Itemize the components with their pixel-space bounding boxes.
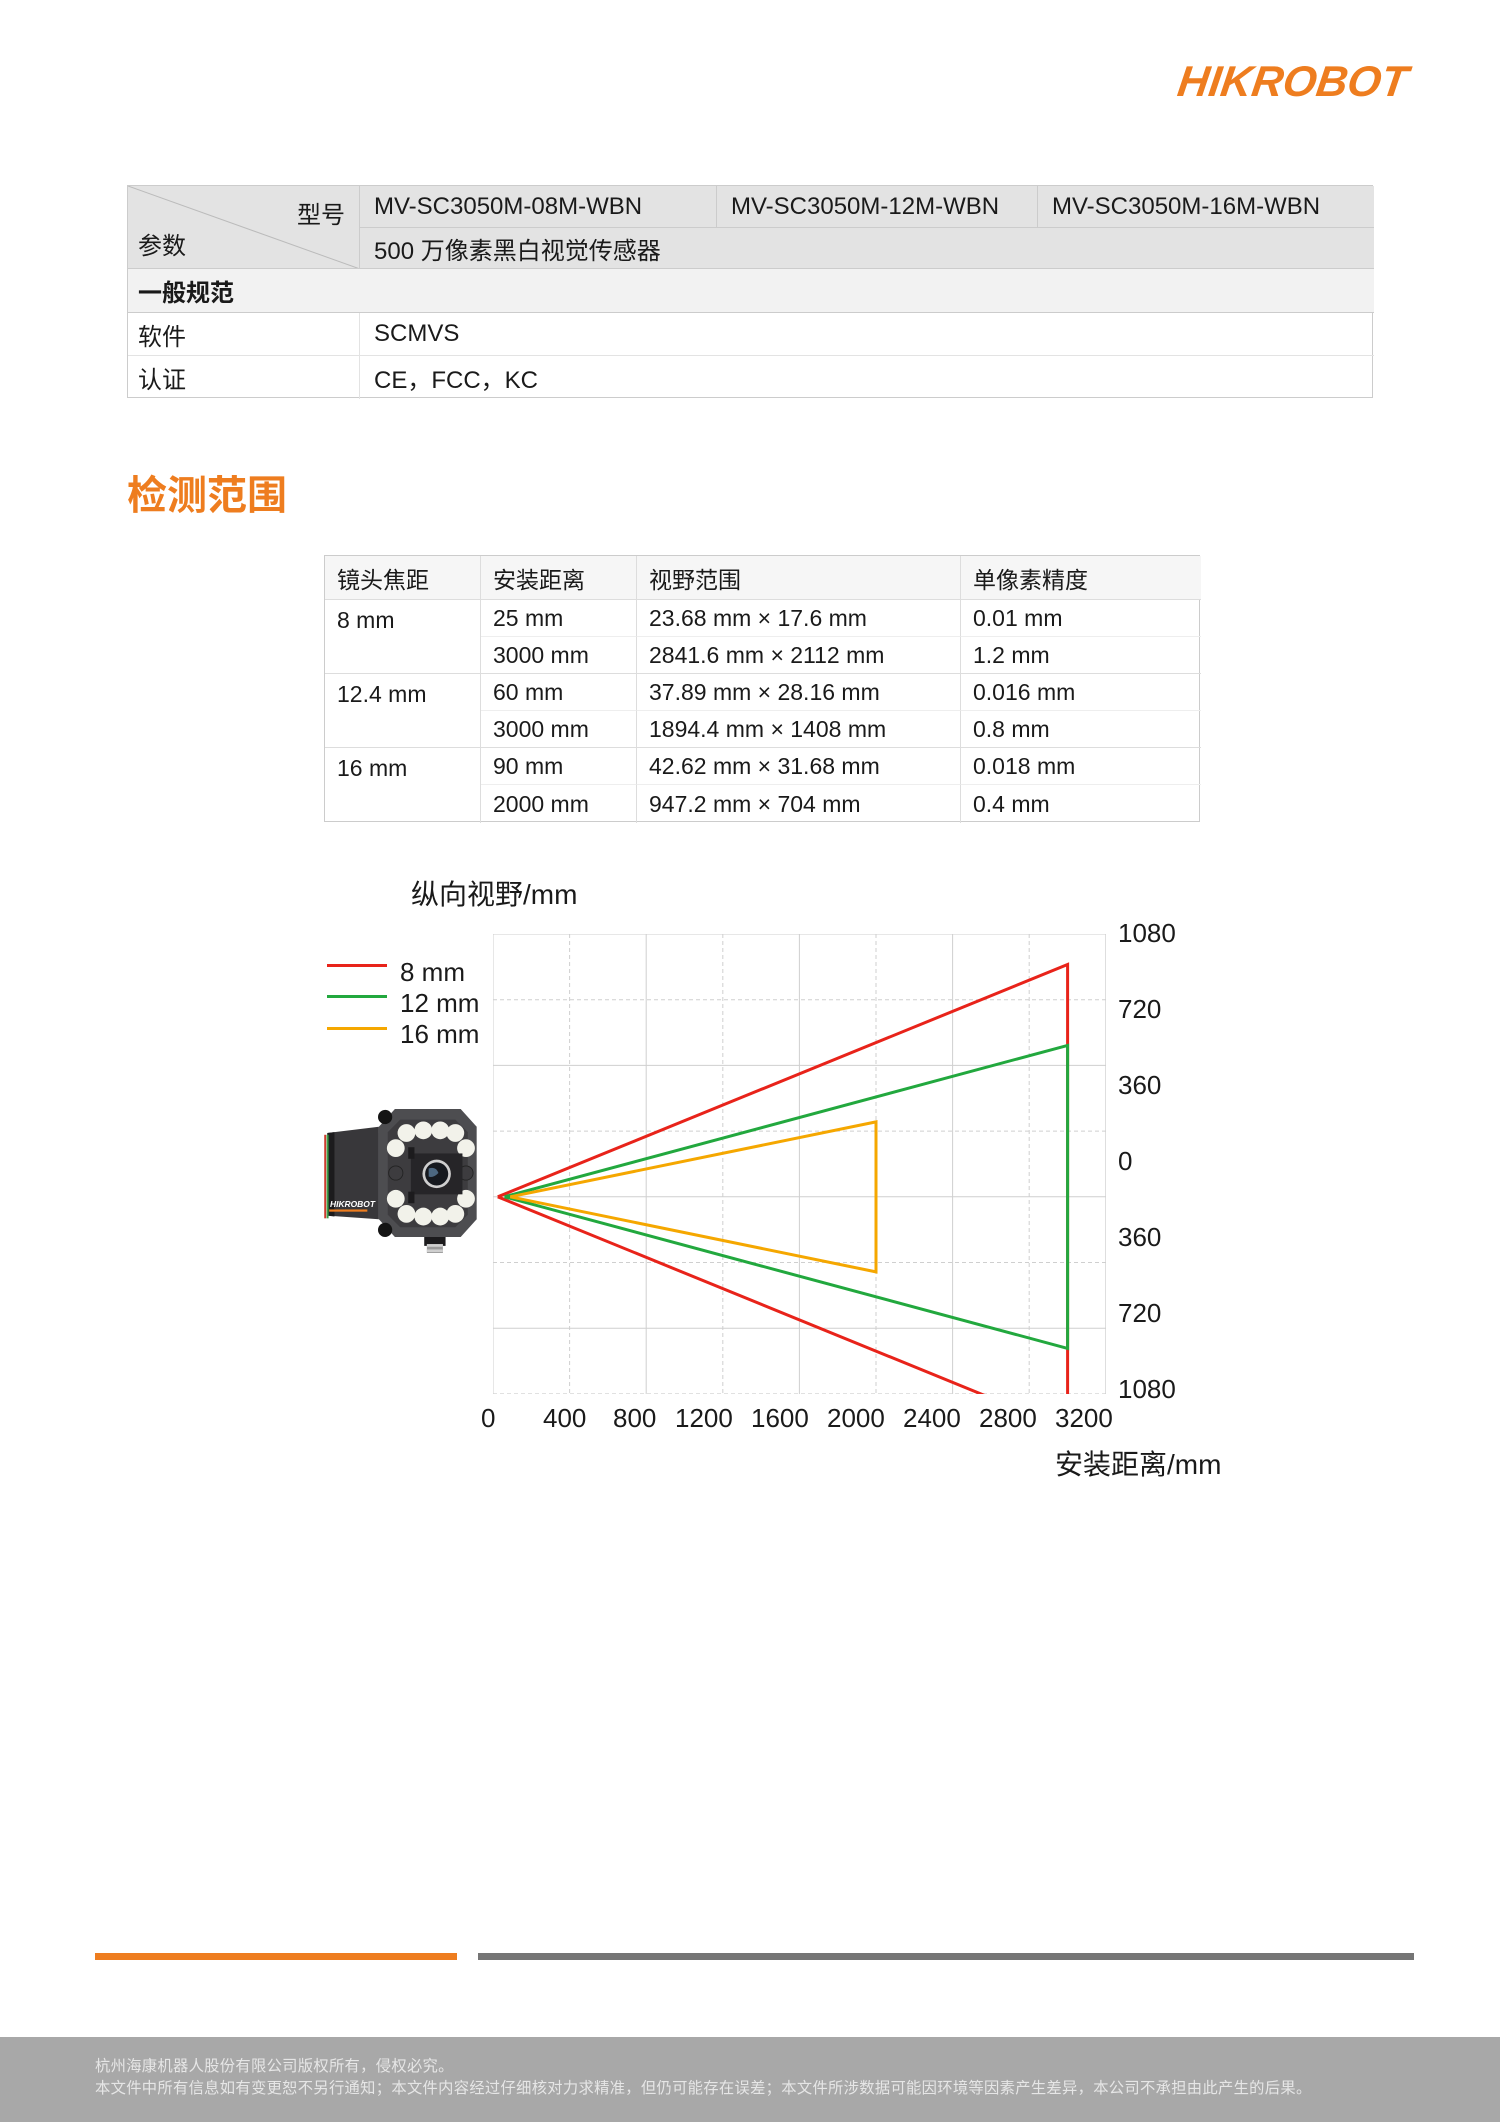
svg-text:HIKROBOT: HIKROBOT <box>330 1199 376 1209</box>
